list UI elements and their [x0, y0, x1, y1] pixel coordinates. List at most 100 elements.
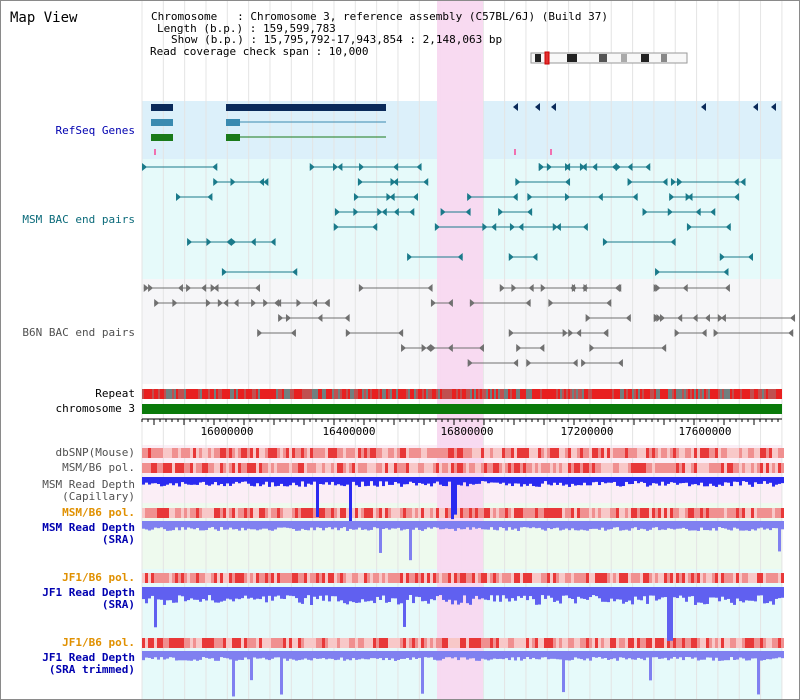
dbsnp-cell — [226, 448, 229, 458]
repeat-cell — [656, 389, 658, 399]
axis-tick-label: 16400000 — [323, 425, 376, 438]
depth-bar — [742, 651, 745, 659]
dbsnp-cell — [442, 448, 445, 458]
pol-cell — [208, 508, 211, 518]
pol-cell — [610, 463, 613, 473]
repeat-cell — [484, 389, 486, 399]
depth-bar — [574, 521, 577, 531]
depth-bar — [508, 521, 511, 528]
dbsnp-cell — [457, 448, 460, 458]
pol-cell — [268, 508, 271, 518]
bac-end — [176, 193, 182, 201]
depth-bar — [556, 651, 559, 660]
track-label-dbsnp[interactable]: dbSNP(Mouse) — [55, 446, 135, 459]
repeat-cell — [326, 389, 328, 399]
repeat-cell — [730, 389, 732, 399]
pol-cell — [394, 508, 397, 518]
depth-bar — [529, 587, 532, 597]
repeat-cell — [678, 389, 680, 399]
info-chromosome: Chromosome : Chromosome 3, reference ass… — [151, 10, 608, 23]
depth-bar — [331, 477, 334, 482]
bac-end — [627, 178, 633, 186]
pol-cell — [517, 463, 520, 473]
depth-bar — [256, 521, 259, 531]
repeat-cell — [572, 389, 574, 399]
pol-cell — [283, 573, 286, 583]
pol-cell — [760, 463, 763, 473]
track-label-msm-b6-pol-sra[interactable]: MSM/B6 pol. — [62, 506, 135, 519]
depth-bar — [319, 477, 322, 484]
pol-cell — [655, 573, 658, 583]
track-label-msm-depth-sra[interactable]: MSM Read Depth (SRA) — [42, 522, 135, 546]
depth-bar — [394, 587, 397, 599]
repeat-cell — [202, 389, 204, 399]
pol-cell — [316, 463, 319, 473]
repeat-cell — [642, 389, 644, 399]
pol-cell — [262, 463, 265, 473]
pol-cell — [319, 463, 322, 473]
depth-bar — [676, 521, 679, 529]
pol-cell — [595, 508, 598, 518]
pol-cell — [538, 463, 541, 473]
pol-cell — [286, 573, 289, 583]
pol-cell — [445, 638, 448, 648]
depth-bar — [265, 587, 268, 603]
dbsnp-cell — [253, 448, 256, 458]
bac-end — [353, 193, 359, 201]
pol-cell — [727, 508, 730, 518]
depth-bar — [160, 521, 163, 528]
dbsnp-cell — [532, 448, 535, 458]
depth-bar — [550, 587, 553, 598]
depth-bar — [682, 651, 685, 661]
repeat-cell — [450, 389, 452, 399]
pol-cell — [364, 638, 367, 648]
pol-cell — [439, 573, 442, 583]
depth-bar — [217, 477, 220, 486]
depth-bar — [442, 477, 445, 487]
depth-bar — [472, 477, 475, 485]
track-label-jf1-b6-pol-2[interactable]: JF1/B6 pol. — [62, 636, 135, 649]
pol-cell — [619, 463, 622, 473]
depth-bar — [367, 521, 370, 531]
repeat-cell — [176, 389, 178, 399]
pol-cell — [556, 638, 559, 648]
bac-end — [734, 193, 740, 201]
track-label-jf1-depth-sra[interactable]: JF1 Read Depth (SRA) — [42, 587, 135, 611]
track-label-msm-b6-pol[interactable]: MSM/B6 pol. — [62, 461, 135, 474]
dbsnp-cell — [508, 448, 511, 458]
bac-end — [576, 329, 582, 337]
depth-bar — [217, 521, 220, 531]
track-label-msm-depth-capillary[interactable]: MSM Read Depth (Capillary) — [42, 479, 135, 503]
depth-bar — [259, 521, 262, 530]
pol-cell — [361, 573, 364, 583]
depth-bar — [220, 477, 223, 484]
depth-bar — [238, 651, 241, 660]
pol-cell — [592, 638, 595, 648]
track-label-refseq[interactable]: RefSeq Genes — [55, 124, 135, 137]
repeat-cell — [716, 389, 718, 399]
depth-bar — [742, 587, 745, 603]
track-label-msm-bac[interactable]: MSM BAC end pairs — [22, 213, 135, 226]
depth-bar — [778, 521, 781, 552]
repeat-cell — [156, 389, 158, 399]
pol-cell — [310, 573, 313, 583]
track-label-b6n-bac[interactable]: B6N BAC end pairs — [22, 326, 135, 339]
bac-end — [642, 208, 648, 216]
depth-bar — [559, 521, 562, 531]
depth-bar — [595, 587, 598, 597]
bac-end — [434, 223, 440, 231]
depth-bar — [583, 651, 586, 661]
track-label-jf1-depth-trimmed[interactable]: JF1 Read Depth (SRA trimmed) — [42, 652, 135, 676]
pol-cell — [454, 463, 457, 473]
pol-cell — [517, 638, 520, 648]
depth-bar — [652, 521, 655, 528]
pol-cell — [160, 573, 163, 583]
bac-end — [682, 284, 688, 292]
depth-bar — [628, 521, 631, 531]
track-label-jf1-b6-pol[interactable]: JF1/B6 pol. — [62, 571, 135, 584]
depth-bar — [226, 587, 229, 599]
pol-cell — [496, 638, 499, 648]
pol-cell — [718, 573, 721, 583]
pol-cell — [406, 573, 409, 583]
